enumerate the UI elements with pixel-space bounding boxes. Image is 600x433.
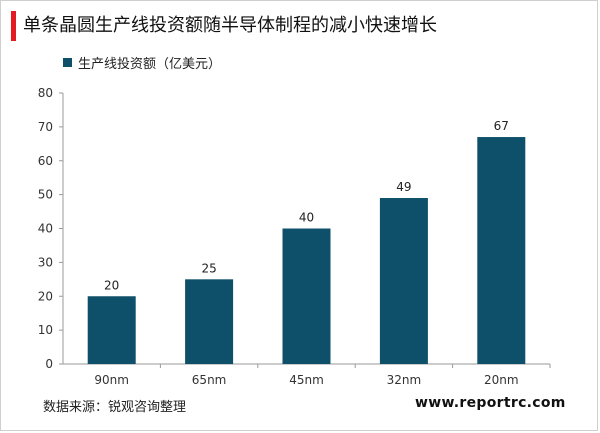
- bar: [379, 198, 428, 364]
- x-tick-label: 90nm: [94, 373, 129, 387]
- y-tick-label: 80: [38, 86, 53, 100]
- bar-value-label: 67: [494, 119, 509, 133]
- x-tick-label: 65nm: [192, 373, 227, 387]
- title-accent-bar: [11, 11, 16, 41]
- y-tick-label: 20: [38, 289, 53, 303]
- y-tick-label: 50: [38, 188, 53, 202]
- bar: [477, 137, 526, 364]
- bar: [185, 279, 234, 364]
- bar: [87, 296, 136, 364]
- legend-swatch: [63, 58, 72, 67]
- x-tick-label: 20nm: [484, 373, 519, 387]
- x-axis: 90nm 65nm 45nm 32nm 20nm: [63, 363, 551, 387]
- bars: 20 25 40 49 67: [87, 119, 526, 364]
- chart-title: 单条晶圆生产线投资额随半导体制程的减小快速增长: [23, 15, 437, 36]
- y-axis: 0 10 20 30 40 50 60 70 80: [38, 86, 64, 371]
- x-tick-label: 32nm: [387, 373, 422, 387]
- y-tick-label: 40: [38, 222, 53, 236]
- x-tick-label: 45nm: [289, 373, 324, 387]
- y-tick-label: 0: [45, 357, 53, 371]
- bar-value-label: 20: [104, 278, 119, 292]
- y-tick-label: 70: [38, 120, 53, 134]
- bar-value-label: 49: [396, 180, 411, 194]
- y-tick-label: 30: [38, 255, 53, 269]
- bar-value-label: 25: [201, 261, 216, 275]
- bar: [282, 228, 331, 364]
- source-note: 数据来源：锐观咨询整理: [43, 400, 187, 415]
- legend-label: 生产线投资额（亿美元）: [78, 57, 222, 72]
- legend: 生产线投资额（亿美元）: [63, 53, 221, 72]
- y-tick-label: 10: [38, 323, 53, 337]
- bar-value-label: 40: [299, 211, 314, 225]
- y-tick-label: 60: [38, 154, 53, 168]
- watermark-url: www.reportrc.com: [415, 395, 566, 411]
